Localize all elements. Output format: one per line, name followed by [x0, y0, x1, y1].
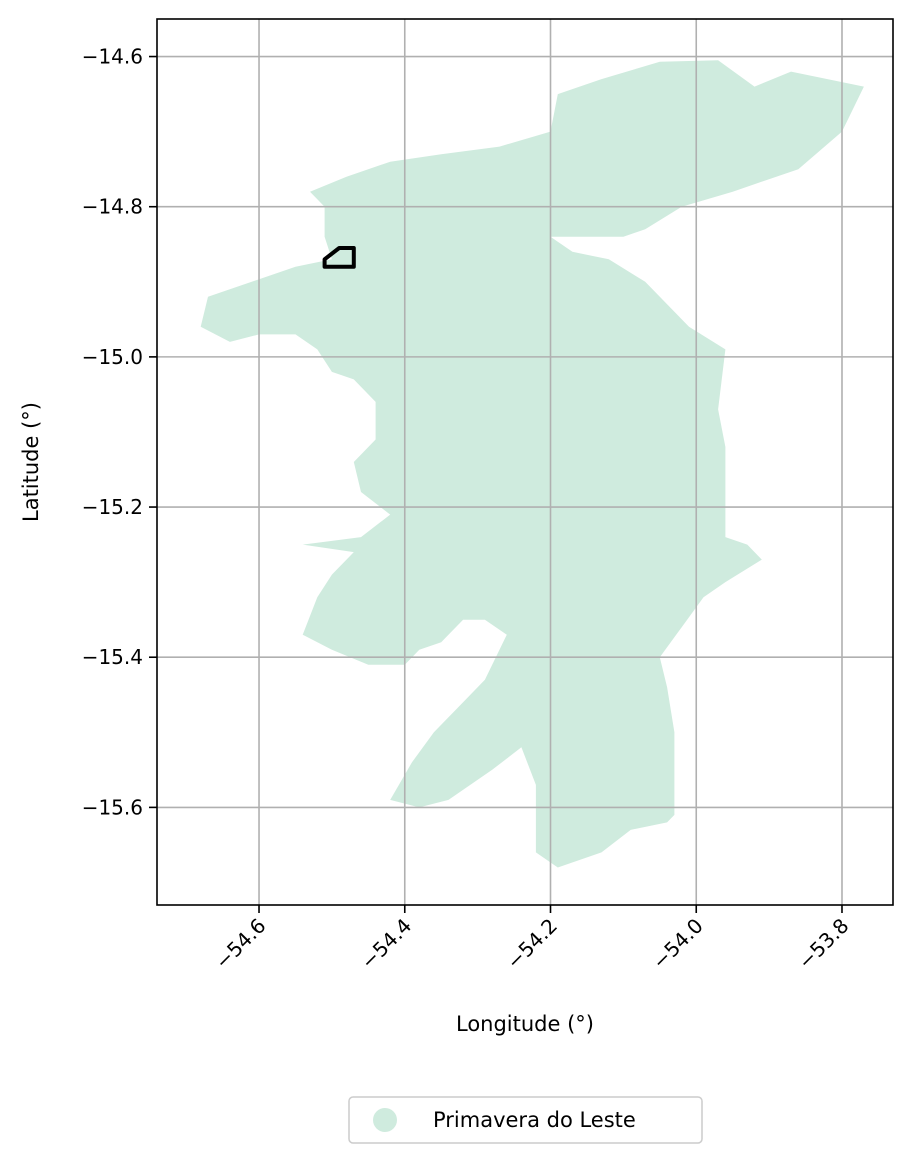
x-tick-label: −54.6 — [210, 914, 270, 974]
y-ticks: −14.6 −14.8 −15.0 −15.2 −15.4 −15.6 — [82, 45, 157, 820]
y-tick-label: −14.8 — [82, 195, 143, 219]
y-tick-label: −15.6 — [82, 795, 143, 819]
legend-label: Primavera do Leste — [433, 1108, 636, 1132]
y-tick-label: −15.2 — [82, 495, 143, 519]
y-tick-label: −15.0 — [82, 345, 143, 369]
y-axis-label: Latitude (°) — [19, 402, 43, 522]
y-tick-label: −14.6 — [82, 45, 143, 69]
x-tick-label: −54.2 — [502, 914, 562, 974]
x-tick-label: −54.0 — [647, 914, 707, 974]
x-axis-label: Longitude (°) — [456, 1012, 594, 1036]
y-tick-label: −15.4 — [82, 645, 143, 669]
x-ticks: −54.6 −54.4 −54.2 −54.0 −53.8 — [210, 905, 853, 974]
x-tick-label: −53.8 — [793, 914, 853, 974]
legend-swatch — [373, 1108, 397, 1132]
x-tick-label: −54.4 — [356, 914, 416, 974]
legend: Primavera do Leste — [349, 1097, 702, 1143]
